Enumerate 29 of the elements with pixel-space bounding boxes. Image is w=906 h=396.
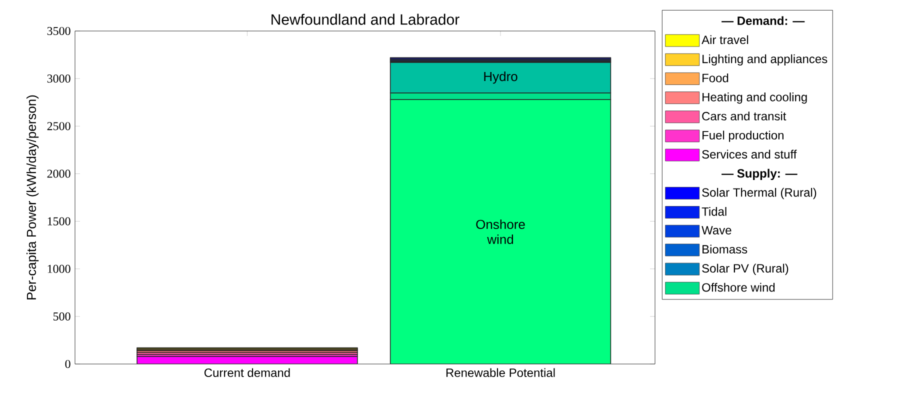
y-tick-label: 1000 — [48, 264, 70, 273]
series-label: Onshore wind — [476, 219, 525, 244]
text: — Demand: — — [722, 16, 805, 26]
legend-label: Lighting and appliances — [702, 54, 828, 66]
legend-label: Cars and transit — [702, 112, 786, 120]
y-axis-title: Per-capita Power (kWh/day/person) — [26, 95, 39, 300]
y-tick-label: 2500 — [47, 122, 70, 130]
y-tick-label: 2000 — [47, 170, 70, 178]
y-tick-label: 0 — [65, 360, 70, 368]
legend-label: Tidal — [702, 207, 726, 216]
legend-label: Offshore wind — [702, 282, 775, 292]
x-tick-label: Renewable Potential — [446, 368, 555, 378]
legend-label: Air travel — [702, 35, 748, 44]
legend-label: Heating and cooling — [702, 92, 807, 104]
x-tick-label: Current demand — [204, 368, 290, 378]
legend-label: Biomass — [702, 244, 748, 254]
text: — Supply: — — [722, 168, 798, 180]
legend-label: Fuel production — [702, 130, 784, 142]
legend-label: Solar PV (Rural) — [702, 264, 788, 275]
chart-title: Newfoundland and Labrador — [272, 14, 460, 25]
y-tick-label: 500 — [54, 312, 70, 320]
legend-label: Services and stuff — [702, 150, 797, 159]
legend-label: Wave — [702, 226, 732, 234]
legend-label: Food — [702, 73, 728, 82]
series-label: Hydro — [484, 72, 518, 84]
legend-label: Solar Thermal (Rural) — [702, 188, 816, 200]
y-tick-label: 3500 — [47, 26, 70, 36]
y-tick-label: 1500 — [48, 217, 70, 226]
y-tick-label: 3000 — [47, 74, 70, 83]
